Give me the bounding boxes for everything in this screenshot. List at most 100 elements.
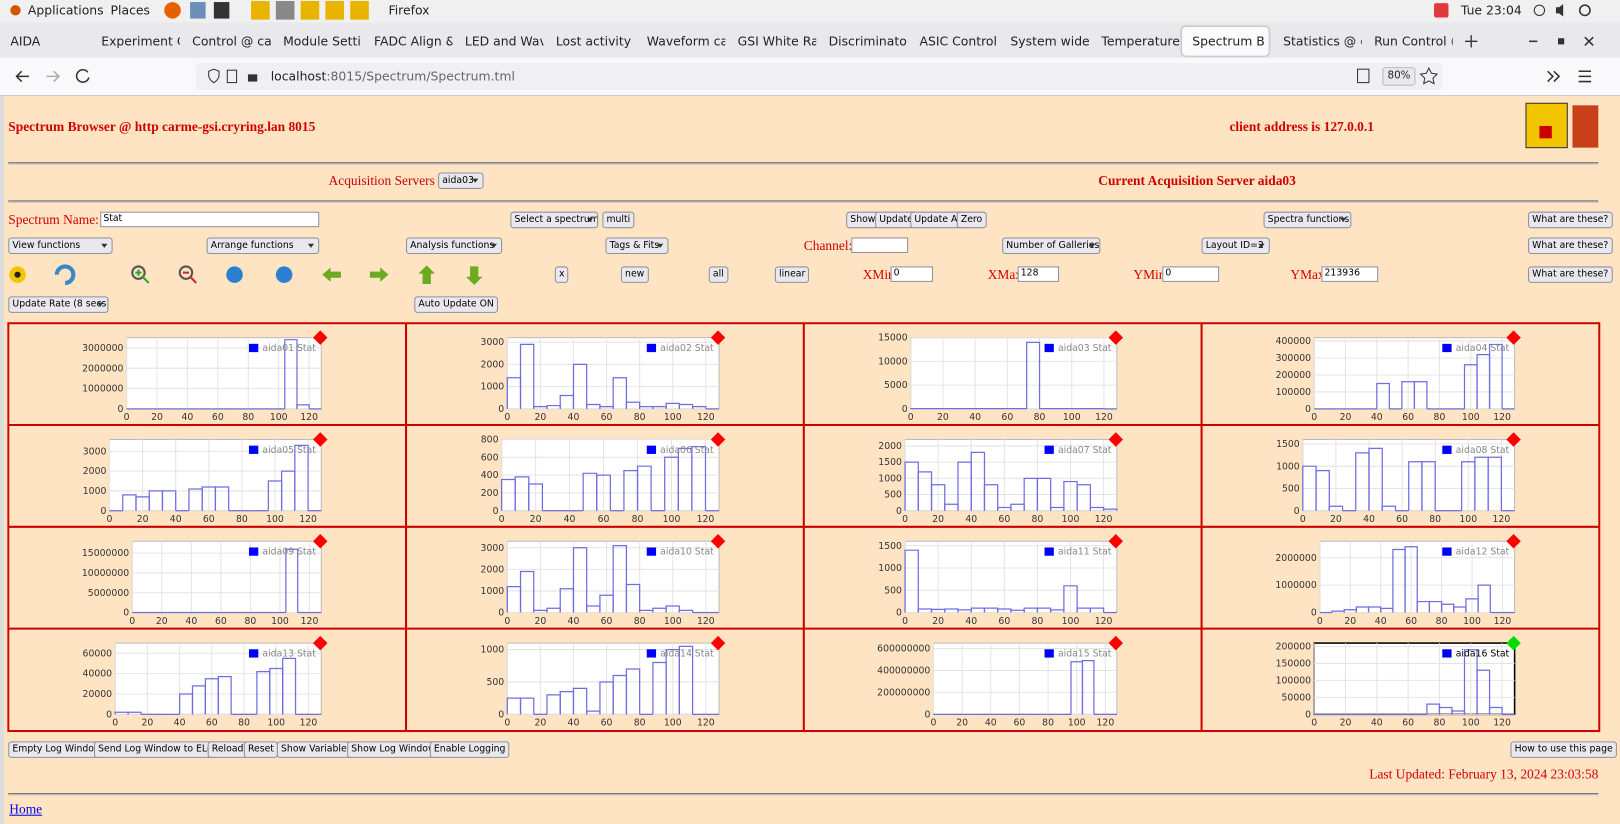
tab[interactable]: Lost activity r (555, 34, 635, 49)
tab[interactable]: Run Control ( (1374, 34, 1453, 49)
3-button[interactable]: Reset (243, 741, 279, 758)
info-icon[interactable] (226, 266, 243, 283)
up-arrow[interactable] (418, 265, 435, 284)
maximize[interactable] (1558, 38, 1565, 45)
tab[interactable]: ASIC Control (919, 34, 997, 49)
histogram-bin (596, 474, 611, 511)
zero-button[interactable]: Zero (956, 211, 987, 229)
tray-icon[interactable] (1434, 3, 1449, 18)
layout-select[interactable]: Layout ID=2 (1201, 237, 1270, 255)
arrange-functions-select[interactable]: Arrange functions (206, 237, 320, 255)
new-tab[interactable] (1465, 35, 1478, 48)
histogram-bin (1381, 505, 1397, 511)
4-button[interactable]: Show Variables (276, 741, 356, 758)
forward[interactable] (46, 70, 60, 83)
ymin-input[interactable] (1162, 266, 1220, 282)
plot-area (904, 438, 1118, 512)
help-button[interactable]: What are these? (1528, 211, 1613, 229)
auto-update-button[interactable]: Auto Update ON (414, 296, 499, 313)
tab[interactable]: Module Setti (283, 34, 361, 49)
spectrum-name-input[interactable] (100, 211, 320, 228)
left-arrow[interactable] (322, 267, 341, 282)
channel-input-input[interactable] (851, 237, 909, 253)
zoom[interactable]: 80% (1382, 67, 1416, 86)
overflow[interactable] (1547, 70, 1561, 83)
tab[interactable]: LED and Wav (464, 34, 544, 49)
plot-area (932, 642, 1118, 715)
menu-applications[interactable]: Applications (27, 3, 104, 18)
tab[interactable]: System wide (1010, 34, 1089, 49)
url[interactable]: localhost:8015/Spectrum/Spectrum.tml (271, 68, 515, 85)
url-field[interactable] (196, 62, 1443, 90)
refresh-icon[interactable] (54, 264, 76, 285)
new-button[interactable]: new (620, 266, 649, 283)
files-icon[interactable] (190, 2, 206, 19)
x-tick-label: 0 (1300, 514, 1306, 525)
home-link[interactable]: Home (9, 801, 43, 817)
x-button-button[interactable]: x (554, 266, 569, 283)
linear-button[interactable]: linear (774, 266, 810, 283)
midas-icon[interactable] (350, 1, 369, 20)
xmin-input[interactable] (890, 266, 933, 282)
ymax-input[interactable] (1321, 266, 1379, 282)
all-button[interactable]: all (708, 266, 728, 283)
x-tick-label: 60 (998, 514, 1010, 525)
zoom-in-icon[interactable] (131, 265, 146, 280)
back[interactable] (15, 70, 29, 83)
tool-icon[interactable] (275, 1, 295, 20)
tab[interactable]: Control @ ca (192, 34, 271, 49)
menu-places[interactable]: Places (110, 3, 150, 18)
terminal-icon[interactable] (213, 2, 230, 19)
volume-icon[interactable] (1555, 4, 1564, 17)
reader-view[interactable] (1357, 68, 1370, 84)
midas-icon[interactable] (251, 1, 270, 20)
tab[interactable]: FADC Align & (374, 34, 453, 49)
shield[interactable] (208, 68, 220, 84)
5-button[interactable]: Show Log Window (347, 741, 440, 758)
howto-button[interactable]: How to use this page (1510, 741, 1617, 758)
bookmark[interactable] (1419, 66, 1439, 85)
spectra-functions-select[interactable]: Spectra functions (1263, 211, 1352, 229)
update-rate-select[interactable]: Update Rate (8 secs) (8, 296, 109, 313)
down-arrow[interactable] (465, 266, 483, 285)
select-spectrum-select[interactable]: Select a spectrum (510, 211, 599, 229)
network-icon[interactable] (1533, 4, 1546, 17)
tab[interactable]: Temperature (1101, 34, 1180, 49)
tab[interactable]: Experiment C (101, 34, 180, 49)
tab[interactable]: Statistics @ c (1283, 34, 1362, 49)
tab[interactable]: AIDA (10, 34, 41, 49)
reload[interactable] (75, 69, 90, 83)
1-button[interactable]: Send Log Window to ELog (94, 741, 223, 758)
midas-icon[interactable] (325, 1, 345, 20)
power-icon[interactable] (1578, 4, 1591, 17)
tab[interactable]: Spectrum B (1181, 26, 1269, 56)
selected-select[interactable]: aida03 (438, 172, 484, 189)
right-arrow[interactable] (369, 267, 389, 282)
help-button[interactable]: What are these? (1528, 237, 1613, 255)
6-button[interactable]: Enable Logging (429, 741, 510, 758)
zoom-out-icon[interactable] (178, 265, 194, 280)
info-icon[interactable] (275, 266, 293, 283)
view-functions-select[interactable]: View functions (8, 237, 113, 255)
2-button[interactable]: Reload (207, 741, 248, 758)
multi-button[interactable]: multi (602, 211, 635, 229)
0-button[interactable]: Empty Log Window (8, 741, 106, 758)
galleries-select[interactable]: Number of Galleries (1002, 237, 1101, 255)
firefox-icon[interactable] (164, 2, 181, 19)
midas-icon[interactable] (300, 1, 320, 20)
tab[interactable]: Discriminato (828, 34, 907, 49)
apps-icon[interactable] (10, 5, 21, 16)
x-tick-label: 80 (242, 412, 254, 423)
clock[interactable]: Tue 23:04 (1460, 3, 1522, 18)
menu[interactable] (1578, 70, 1592, 83)
close-window[interactable] (1584, 36, 1594, 46)
help-button[interactable]: What are these? (1528, 266, 1613, 283)
histogram-bin (1081, 660, 1095, 715)
histogram-bin (1487, 456, 1502, 511)
xmax-input[interactable] (1017, 266, 1059, 282)
tab[interactable]: Waveform ca (646, 34, 726, 49)
tags-fits-select[interactable]: Tags & Fits (605, 237, 669, 255)
tab[interactable]: GSI White Ra (737, 34, 817, 49)
analysis-functions-select[interactable]: Analysis functions (406, 237, 503, 255)
histogram-bin (1404, 546, 1418, 613)
